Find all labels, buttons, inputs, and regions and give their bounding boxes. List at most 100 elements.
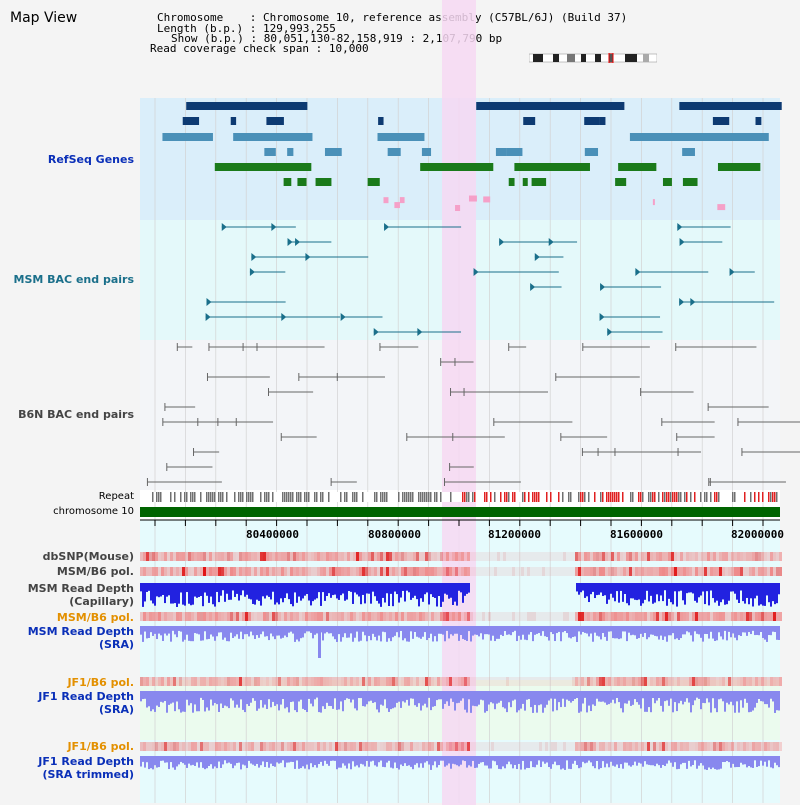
gene-feature[interactable]	[233, 133, 313, 141]
gene-feature[interactable]	[506, 148, 519, 156]
gene-feature[interactable]	[437, 163, 494, 171]
gene-pseudo-mark[interactable]	[468, 195, 477, 202]
gene-feature[interactable]	[522, 178, 528, 186]
bac-end-marker[interactable]	[417, 328, 423, 336]
chromosome-bar[interactable]	[140, 507, 780, 517]
bac-end-marker[interactable]	[599, 313, 605, 321]
selection-highlight[interactable]	[442, 0, 476, 805]
repeat-track[interactable]	[140, 492, 780, 502]
track-label-msm-pol[interactable]: MSM/B6 pol.	[56, 565, 134, 578]
track-label-jf1-trim-1[interactable]: JF1 Read Depth	[38, 755, 134, 768]
gene-feature[interactable]	[523, 117, 536, 125]
gene-feature[interactable]	[599, 117, 606, 125]
gene-feature[interactable]	[266, 117, 284, 125]
gene-feature[interactable]	[162, 133, 213, 141]
gene-feature[interactable]	[377, 133, 425, 141]
gene-pseudo-mark[interactable]	[483, 196, 491, 203]
gene-feature[interactable]	[584, 117, 600, 125]
gene-feature[interactable]	[214, 163, 312, 171]
bac-end-marker[interactable]	[287, 238, 293, 246]
track-label-b6n-bac[interactable]: B6N BAC end pairs	[18, 408, 134, 421]
bac-end-marker[interactable]	[635, 268, 641, 276]
bac-end-marker[interactable]	[473, 268, 479, 276]
gene-feature[interactable]	[679, 102, 782, 110]
gene-pseudo-mark[interactable]	[717, 204, 726, 211]
track-label-msm-pol-2[interactable]: MSM/B6 pol.	[56, 611, 134, 624]
gene-feature[interactable]	[264, 148, 276, 156]
track-label-msm-depth-sra-1[interactable]: MSM Read Depth	[27, 625, 134, 638]
bac-end-marker[interactable]	[251, 253, 257, 261]
bac-end-marker[interactable]	[206, 298, 212, 306]
gene-feature[interactable]	[476, 102, 586, 110]
track-label-jf1-pol-2[interactable]: JF1/B6 pol.	[67, 740, 134, 753]
gene-feature[interactable]	[387, 148, 401, 156]
gene-feature[interactable]	[682, 148, 695, 156]
gene-feature[interactable]	[287, 148, 294, 156]
track-label-jf1-depth-1[interactable]: JF1 Read Depth	[38, 690, 134, 703]
bac-end-marker[interactable]	[607, 328, 613, 336]
track-label-refseq[interactable]: RefSeq Genes	[47, 153, 134, 166]
bac-end-marker[interactable]	[340, 313, 346, 321]
gene-feature[interactable]	[378, 117, 384, 125]
gene-feature[interactable]	[531, 178, 547, 186]
gene-feature[interactable]	[367, 178, 380, 186]
bac-end-marker[interactable]	[729, 268, 735, 276]
bac-end-marker[interactable]	[600, 283, 606, 291]
gene-feature[interactable]	[421, 148, 432, 156]
gene-feature[interactable]	[283, 178, 292, 186]
bac-end-marker[interactable]	[384, 223, 390, 231]
bac-end-marker[interactable]	[221, 223, 227, 231]
gene-feature[interactable]	[755, 117, 762, 125]
bac-end-marker[interactable]	[530, 283, 536, 291]
repeat-element	[714, 492, 716, 502]
gene-feature[interactable]	[618, 163, 657, 171]
gene-feature[interactable]	[269, 102, 308, 110]
gene-feature[interactable]	[662, 178, 672, 186]
bac-end-marker[interactable]	[295, 238, 301, 246]
gene-pseudo-mark[interactable]	[652, 199, 655, 206]
gene-feature[interactable]	[629, 133, 679, 141]
gene-feature[interactable]	[712, 117, 730, 125]
gene-feature[interactable]	[420, 163, 448, 171]
bac-end-marker[interactable]	[679, 298, 685, 306]
chromosome-ideogram[interactable]	[529, 53, 657, 63]
gene-feature[interactable]	[584, 148, 599, 156]
gene-feature[interactable]	[514, 163, 590, 171]
bac-end-marker[interactable]	[305, 253, 311, 261]
gene-feature[interactable]	[315, 178, 332, 186]
bac-end-marker[interactable]	[534, 253, 540, 261]
gene-feature[interactable]	[615, 178, 627, 186]
gene-feature[interactable]	[556, 102, 625, 110]
gene-feature[interactable]	[324, 148, 342, 156]
bac-end-marker[interactable]	[679, 238, 685, 246]
bac-end-marker[interactable]	[499, 238, 505, 246]
bac-end-marker[interactable]	[373, 328, 379, 336]
bac-end-marker[interactable]	[690, 298, 696, 306]
bac-end-marker[interactable]	[677, 223, 683, 231]
highlight-region[interactable]	[442, 0, 476, 805]
gene-feature[interactable]	[495, 148, 507, 156]
track-label-jf1-pol[interactable]: JF1/B6 pol.	[67, 676, 134, 689]
track-features[interactable]	[140, 102, 800, 770]
gene-pseudo-mark[interactable]	[383, 197, 389, 204]
bac-end-marker[interactable]	[205, 313, 211, 321]
track-label-dbsnp[interactable]: dbSNP(Mouse)	[42, 550, 134, 563]
gene-feature[interactable]	[658, 133, 746, 141]
gene-feature[interactable]	[186, 102, 296, 110]
gene-feature[interactable]	[508, 178, 515, 186]
jf1-trimmed-depth-bar	[600, 756, 602, 769]
gene-pseudo-mark[interactable]	[399, 197, 405, 204]
gene-feature[interactable]	[682, 178, 698, 186]
jf1-trimmed-depth-bar	[174, 756, 176, 770]
gene-pseudo-mark[interactable]	[455, 205, 461, 212]
gene-feature[interactable]	[182, 117, 199, 125]
gene-feature[interactable]	[717, 163, 761, 171]
bac-end-marker[interactable]	[249, 268, 255, 276]
track-label-msm-bac[interactable]: MSM BAC end pairs	[13, 273, 134, 286]
bac-end-marker[interactable]	[271, 223, 277, 231]
gene-feature[interactable]	[230, 117, 237, 125]
gene-feature[interactable]	[297, 178, 307, 186]
track-label-msm-depth-cap-1[interactable]: MSM Read Depth	[27, 582, 134, 595]
gene-pseudo-mark[interactable]	[394, 202, 400, 209]
